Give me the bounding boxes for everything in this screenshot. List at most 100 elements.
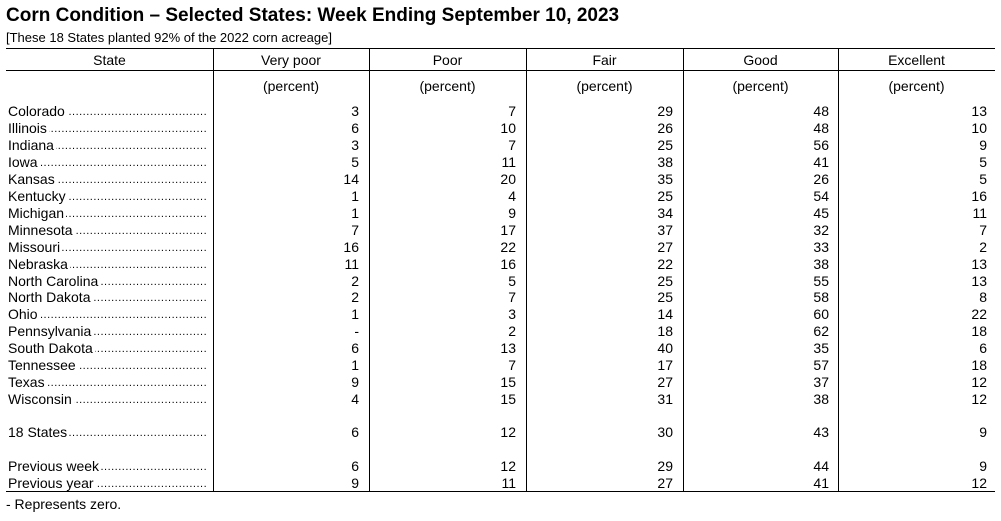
unit-label-very-poor: (percent) [262, 78, 320, 94]
cell-excellent: 18 [971, 323, 987, 340]
cell-fair: 27 [657, 238, 673, 255]
cell-poor: 7 [508, 136, 516, 153]
cell-poor: 22 [500, 238, 516, 255]
cell-good: 26 [813, 170, 829, 187]
state-name: Previous year [8, 475, 96, 491]
cell-poor: 12 [500, 458, 516, 474]
cell-poor: 17 [500, 221, 516, 238]
cell-poor: 4 [508, 187, 516, 204]
table-row: ........................................… [0, 289, 1001, 306]
cell-fair: 27 [657, 475, 673, 491]
cell-good: 57 [813, 357, 829, 374]
table-row: ........................................… [0, 357, 1001, 374]
leader-dots: ........................................… [8, 173, 206, 186]
cell-fair: 40 [657, 340, 673, 357]
cell-poor: 9 [508, 204, 516, 221]
column-header-fair: Fair [592, 52, 617, 68]
cell-poor: 16 [500, 255, 516, 272]
cell-good: 60 [813, 306, 829, 323]
table-row: ........................................… [0, 103, 1001, 120]
cell-fair: 29 [657, 458, 673, 474]
state-name: Iowa [8, 153, 40, 170]
page-subtitle: [These 18 States planted 92% of the 2022… [6, 30, 332, 45]
cell-good: 55 [813, 272, 829, 289]
table-row: ........................................… [0, 238, 1001, 256]
table-row: ........................................… [0, 306, 1001, 323]
table-row: ........................................… [0, 221, 1001, 239]
column-divider [213, 48, 214, 491]
column-header-poor: Poor [432, 52, 463, 68]
cell-poor: 12 [500, 424, 516, 440]
unit-label-fair: (percent) [576, 78, 633, 94]
cell-good: 41 [813, 475, 829, 491]
cell-fair: 34 [657, 204, 673, 221]
cell-poor: 20 [500, 170, 516, 187]
cell-good: 38 [813, 391, 829, 408]
cell-good: 41 [813, 153, 829, 170]
cell-poor: 2 [508, 323, 516, 340]
cell-fair: 37 [657, 221, 673, 238]
state-name: Ohio [8, 306, 40, 323]
cell-very-poor: 2 [351, 272, 359, 289]
cell-good: 56 [813, 136, 829, 153]
cell-good: 54 [813, 187, 829, 204]
table-row: ........................................… [0, 187, 1001, 205]
cell-very-poor: 1 [351, 306, 359, 323]
cell-fair: 30 [657, 424, 673, 440]
table-row: ........................................… [0, 475, 1001, 492]
unit-label-good: (percent) [732, 78, 789, 94]
cell-good: 35 [813, 340, 829, 357]
unit-label-excellent: (percent) [888, 78, 945, 94]
table-row: ........................................… [0, 170, 1001, 188]
state-name: South Dakota [8, 340, 95, 357]
cell-excellent: 13 [971, 255, 987, 272]
cell-excellent: 12 [971, 475, 987, 491]
leader-dots: ........................................… [8, 377, 206, 390]
cell-fair: 26 [657, 119, 673, 136]
cell-very-poor: 9 [351, 374, 359, 391]
cell-good: 44 [813, 458, 829, 474]
state-name: Pennsylvania [8, 323, 94, 340]
cell-fair: 17 [657, 357, 673, 374]
cell-excellent: 16 [971, 187, 987, 204]
table-top-rule [6, 48, 995, 49]
table-row: ........................................… [0, 458, 1001, 475]
cell-fair: 27 [657, 374, 673, 391]
cell-fair: 38 [657, 153, 673, 170]
leader-dots: ........................................… [8, 139, 206, 152]
cell-fair: 35 [657, 170, 673, 187]
cell-poor: 7 [508, 103, 516, 119]
table-row: ........................................… [0, 340, 1001, 357]
cell-excellent: 18 [971, 357, 987, 374]
cell-good: 33 [813, 238, 829, 255]
column-header-very-poor: Very poor [261, 52, 321, 68]
table-row: ........................................… [0, 204, 1001, 222]
cell-very-poor: 16 [343, 238, 359, 255]
cell-fair: 25 [657, 136, 673, 153]
cell-very-poor: 9 [351, 475, 359, 491]
cell-very-poor: 3 [351, 136, 359, 153]
cell-excellent: 9 [979, 424, 987, 440]
state-name: North Dakota [8, 289, 93, 306]
cell-fair: 22 [657, 255, 673, 272]
cell-excellent: 7 [979, 221, 987, 238]
table-row: ........................................… [0, 391, 1001, 408]
cell-very-poor: 1 [351, 187, 359, 204]
cell-good: 38 [813, 255, 829, 272]
state-name: Previous week [8, 458, 102, 474]
column-header-excellent: Excellent [888, 52, 945, 68]
column-header-good: Good [743, 52, 778, 68]
state-name: Texas [8, 374, 47, 391]
cell-poor: 3 [508, 306, 516, 323]
cell-very-poor: 7 [351, 221, 359, 238]
table-row: ........................................… [0, 424, 1001, 441]
cell-fair: 25 [657, 187, 673, 204]
column-header-state: State [93, 52, 126, 68]
cell-very-poor: 3 [351, 103, 359, 119]
cell-excellent: 9 [979, 136, 987, 153]
table-row: ........................................… [0, 272, 1001, 290]
column-divider [683, 48, 684, 491]
cell-fair: 31 [657, 391, 673, 408]
cell-very-poor: 11 [344, 255, 359, 272]
state-name: Tennessee [8, 357, 78, 374]
